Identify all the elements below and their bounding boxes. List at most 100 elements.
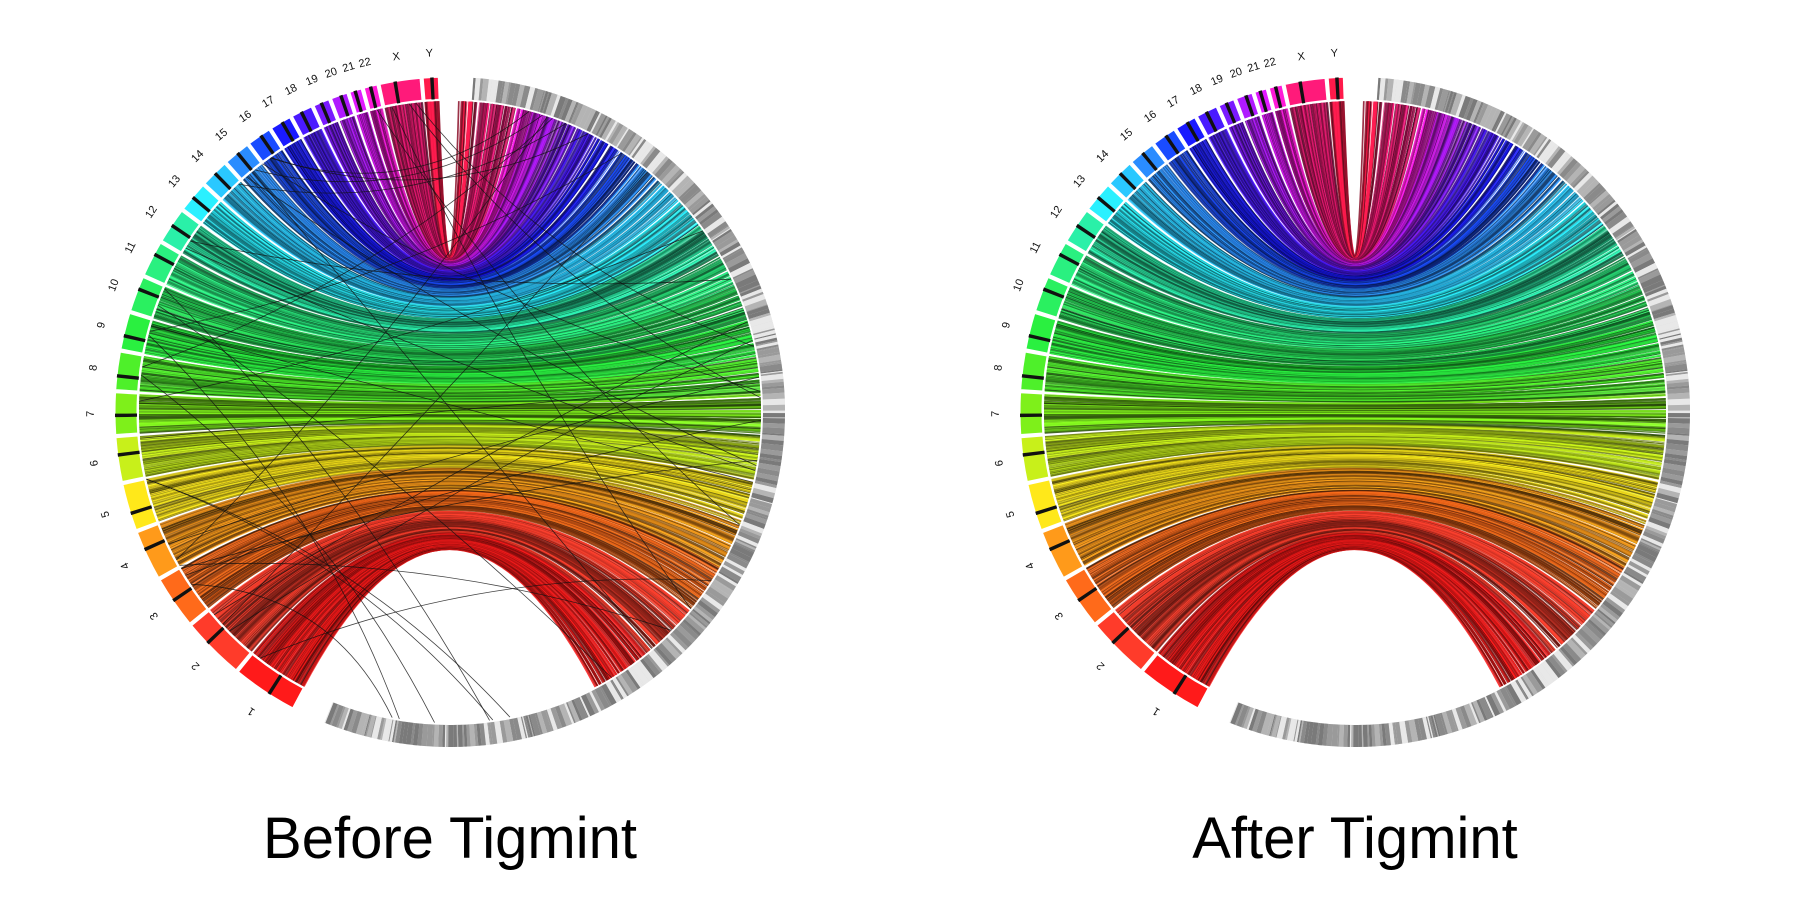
alignment-chord — [1115, 510, 1594, 613]
scaffold-tick — [573, 697, 588, 720]
misjoin-chord — [214, 321, 748, 616]
misjoin-chord — [270, 110, 530, 174]
misjoin-chord — [408, 103, 761, 399]
alignment-chord — [285, 543, 614, 678]
scaffold-tick — [1379, 77, 1386, 101]
scaffold-tick — [1664, 456, 1687, 463]
scaffold-tick — [1526, 132, 1542, 153]
scaffold-tick — [1601, 206, 1622, 223]
scaffold-tick — [1637, 268, 1659, 280]
alignment-chord — [161, 469, 739, 530]
misjoin-chord — [146, 478, 511, 718]
alignment-chord — [278, 152, 625, 284]
alignment-chord — [202, 506, 696, 605]
scaffold-tick — [1285, 718, 1292, 741]
scaffold-tick — [744, 299, 768, 312]
scaffold-tick — [412, 723, 420, 746]
scaffold-tick — [1666, 381, 1689, 388]
chromosome-10-marker — [1042, 287, 1065, 299]
scaffold-tick — [550, 94, 561, 117]
scaffold-tick — [747, 505, 770, 516]
scaffold-tick — [1420, 84, 1430, 107]
alignment-chord — [1045, 427, 1665, 447]
scaffold-tick — [479, 723, 486, 746]
scaffold-tick — [495, 80, 503, 103]
scaffold-tick — [599, 686, 612, 707]
scaffold-tick — [756, 346, 779, 352]
scaffold-tick — [640, 146, 656, 166]
scaffold-tick — [1493, 111, 1505, 133]
alignment-chord — [1044, 414, 1666, 421]
scaffold-tick — [525, 86, 536, 110]
scaffold-tick — [1651, 304, 1673, 313]
scaffold-tick — [1614, 583, 1635, 599]
scaffold-tick — [684, 190, 705, 209]
scaffold-tick — [476, 723, 482, 746]
scaffold-tick — [1594, 196, 1615, 214]
alignment-chord — [1057, 320, 1653, 368]
scaffold-tick — [1432, 715, 1439, 737]
scaffold-tick — [1592, 193, 1612, 211]
scaffold-tick — [689, 612, 708, 628]
scaffold-tick — [1570, 637, 1588, 656]
scaffold-tick — [706, 586, 729, 604]
scaffold-tick — [1619, 575, 1641, 591]
alignment-chord — [1044, 393, 1666, 404]
scaffold-tick — [448, 724, 454, 747]
scaffold-tick — [570, 102, 580, 124]
scaffold-tick — [560, 98, 573, 121]
scaffold-tick — [1315, 722, 1321, 745]
panel-title-before: Before Tigmint — [263, 806, 637, 871]
scaffold-tick — [1623, 571, 1644, 584]
scaffold-tick — [755, 340, 778, 347]
scaffold-tick — [391, 720, 398, 743]
scaffold-tick — [759, 456, 782, 463]
alignment-chord — [148, 450, 751, 493]
alignment-chord — [1059, 459, 1652, 509]
alignment-chord — [169, 275, 731, 346]
scaffold-tick — [1652, 308, 1675, 320]
scaffold-tick — [417, 723, 424, 746]
chromosome-4-block — [136, 524, 179, 579]
scaffold-tick — [1648, 516, 1671, 529]
scaffold-tick — [1649, 299, 1673, 312]
misjoin-chord — [139, 230, 703, 402]
scaffold-tick — [1562, 642, 1582, 663]
scaffold-tick — [1504, 117, 1517, 138]
chromosome-label-3: 3 — [1053, 610, 1066, 622]
scaffold-tick — [725, 558, 747, 572]
scaffold-tick — [1651, 508, 1674, 518]
scaffold-tick — [1511, 122, 1525, 143]
scaffold-tick — [1654, 498, 1678, 509]
scaffold-tick — [566, 702, 576, 724]
scaffold-tick — [371, 716, 382, 739]
scaffold-tick — [1665, 369, 1688, 374]
chromosome-label-17: 17 — [1165, 94, 1182, 111]
scaffold-tick — [381, 718, 392, 741]
scaffold-tick — [486, 79, 493, 102]
scaffold-tick — [1444, 91, 1454, 113]
alignment-chord — [140, 427, 760, 447]
misjoin-chord — [190, 240, 732, 285]
alignment-chord — [284, 543, 615, 677]
scaffold-tick — [478, 78, 484, 101]
scaffold-tick — [386, 719, 393, 742]
scaffold-tick — [665, 168, 683, 187]
chromosome-16-marker — [1164, 134, 1180, 155]
scaffold-tick — [695, 603, 715, 621]
chromosome-label-5: 5 — [1004, 510, 1017, 519]
chromosome-label-12: 12 — [1048, 204, 1065, 221]
chromosome-label-3: 3 — [148, 610, 161, 622]
scaffold-tick — [1547, 655, 1566, 676]
scaffold-tick — [1536, 663, 1555, 685]
scaffold-tick — [1665, 373, 1689, 382]
scaffold-tick — [1641, 535, 1664, 548]
misjoin-chord — [415, 102, 755, 347]
scaffold-tick — [1349, 724, 1352, 747]
chromosome-X-marker — [1298, 81, 1306, 104]
scaffold-tick — [499, 720, 508, 743]
scaffold-tick — [1248, 708, 1259, 731]
scaffold-tick — [457, 724, 463, 747]
